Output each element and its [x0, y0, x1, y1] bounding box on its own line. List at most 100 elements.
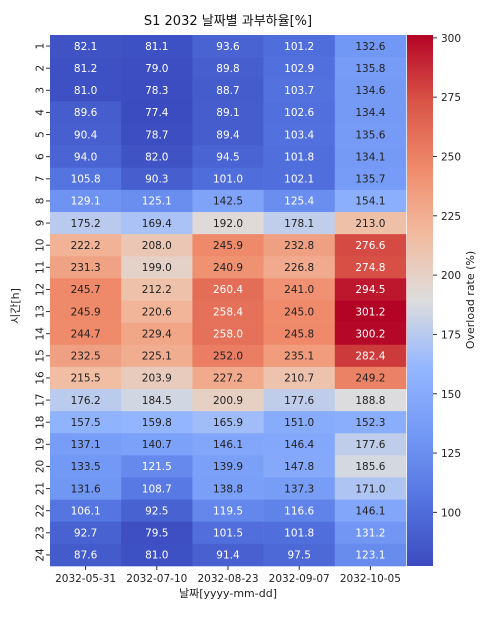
heatmap-cell — [334, 433, 407, 456]
heatmap-cell — [192, 145, 264, 169]
cell-value-label: 300.2 — [355, 328, 385, 340]
heatmap-cell — [334, 79, 407, 102]
cell-value-label: 232.5 — [71, 351, 101, 363]
heatmap-cell — [50, 35, 122, 58]
cell-value-label: 146.1 — [213, 439, 243, 451]
heatmap-cell — [192, 57, 264, 80]
colorbar-tick-label: 200 — [441, 270, 461, 282]
heatmap-cell — [334, 189, 407, 213]
heatmap-cell — [263, 57, 336, 80]
cell-value-label: 146.4 — [284, 439, 314, 451]
cell-value-label: 89.4 — [216, 129, 240, 141]
cell-value-label: 82.0 — [145, 151, 168, 163]
colorbar — [407, 35, 433, 566]
colorbar-tick-label: 125 — [441, 448, 461, 460]
cell-value-label: 134.6 — [355, 85, 385, 97]
cell-value-label: 245.9 — [71, 306, 101, 318]
heatmap-cell — [50, 79, 122, 102]
cell-value-label: 177.6 — [284, 395, 314, 407]
heatmap-cell — [192, 167, 264, 191]
heatmap-cell — [121, 389, 193, 412]
cell-value-label: 154.1 — [355, 196, 385, 208]
heatmap-cell — [334, 455, 407, 478]
y-tick-label: 20 — [35, 460, 47, 473]
heatmap-cell — [121, 189, 193, 213]
heatmap-cell — [263, 433, 336, 456]
heatmap-cell — [121, 499, 193, 523]
heatmap-cell — [192, 123, 264, 146]
heatmap-cell — [121, 521, 193, 545]
cell-value-label: 225.1 — [142, 351, 172, 363]
colorbar-tick-label: 175 — [441, 329, 461, 341]
heatmap-cell — [50, 101, 122, 124]
heatmap-cell — [263, 123, 336, 146]
x-axis-label: 날짜[yyyy-mm-dd] — [179, 587, 277, 600]
heatmap-cell — [334, 145, 407, 169]
colorbar-tick-label: 225 — [441, 211, 461, 223]
heatmap-cell — [50, 189, 122, 213]
heatmap-cell — [192, 521, 264, 545]
y-tick-label: 9 — [35, 220, 47, 227]
heatmap-cell — [263, 366, 336, 390]
y-axis-label: 시간[h] — [9, 288, 22, 324]
heatmap-cell — [121, 57, 193, 80]
cell-value-label: 87.6 — [74, 550, 98, 562]
y-tick-label: 8 — [35, 198, 47, 205]
x-tick-label: 2032-05-31 — [55, 573, 116, 585]
cell-value-label: 240.9 — [213, 262, 243, 274]
cell-value-label: 152.3 — [355, 417, 385, 429]
heatmap-cell — [50, 278, 122, 301]
heatmap-cell — [121, 35, 193, 58]
heatmap-cell — [121, 411, 193, 434]
heatmap-cell — [334, 389, 407, 412]
y-tick-label: 21 — [35, 482, 47, 495]
cell-value-label: 142.5 — [213, 196, 243, 208]
cell-value-label: 258.0 — [213, 328, 243, 340]
y-tick-label: 5 — [35, 131, 47, 138]
cell-value-label: 232.8 — [284, 240, 314, 252]
heatmap-cell — [192, 79, 264, 102]
heatmap-cell — [50, 145, 122, 169]
cell-value-label: 294.5 — [355, 284, 385, 296]
heatmap-cell — [334, 167, 407, 191]
heatmap-cell — [263, 521, 336, 545]
heatmap-cell — [50, 322, 122, 346]
cell-value-label: 116.6 — [284, 505, 314, 517]
heatmap-cell — [121, 477, 193, 500]
heatmap-cell — [334, 322, 407, 346]
heatmap-cell — [50, 389, 122, 412]
cell-value-label: 171.0 — [355, 483, 385, 495]
cell-value-label: 276.6 — [355, 240, 385, 252]
cell-value-label: 212.2 — [142, 284, 172, 296]
cell-value-label: 79.5 — [145, 528, 168, 540]
y-tick-label: 3 — [35, 87, 47, 94]
cell-value-label: 147.8 — [284, 461, 314, 473]
heatmap-cell — [50, 57, 122, 80]
heatmap-cell — [263, 189, 336, 213]
heatmap-cell — [192, 411, 264, 434]
heatmap-cell — [121, 79, 193, 102]
heatmap-cell — [121, 212, 193, 235]
y-tick-label: 22 — [35, 504, 47, 517]
heatmap-cell — [192, 322, 264, 346]
cell-value-label: 133.5 — [71, 461, 101, 473]
heatmap-cell — [334, 344, 407, 368]
cell-value-label: 249.2 — [355, 373, 385, 385]
cell-value-label: 78.7 — [145, 129, 168, 141]
heatmap-cell — [192, 189, 264, 213]
cell-value-label: 92.7 — [74, 528, 97, 540]
cell-value-label: 135.7 — [355, 174, 385, 186]
cell-value-label: 137.1 — [71, 439, 101, 451]
y-tick-label: 2 — [35, 65, 47, 72]
cell-value-label: 94.0 — [74, 151, 97, 163]
cell-value-label: 123.1 — [355, 550, 385, 562]
cell-value-label: 157.5 — [71, 417, 101, 429]
cell-value-label: 134.4 — [355, 107, 385, 119]
heatmap-cell — [263, 477, 336, 500]
cell-value-label: 215.5 — [71, 373, 101, 385]
heatmap-cell — [334, 411, 407, 434]
cell-value-label: 301.2 — [355, 306, 385, 318]
y-tick-label: 12 — [35, 283, 47, 296]
